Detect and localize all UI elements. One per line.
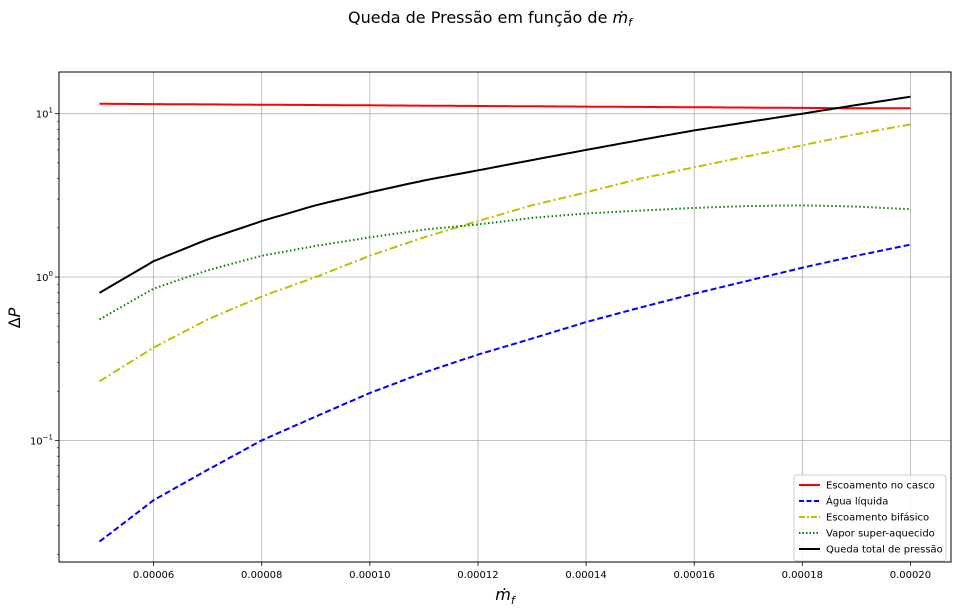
legend-label: Vapor super-aquecido: [826, 529, 935, 540]
legend-label: Queda total de pressão: [826, 545, 943, 556]
x-tick-label: 0.00010: [349, 570, 390, 581]
plot-frame: [58, 71, 952, 563]
y-tick-label: 100: [36, 270, 53, 284]
series-lines: [98, 95, 911, 543]
x-tick-label: 0.00006: [133, 570, 174, 581]
title-math: ṁ: [613, 8, 629, 27]
y-tick-label: 10−1: [30, 433, 53, 447]
series-line-1: [98, 243, 911, 543]
x-tick-label: 0.00014: [565, 570, 606, 581]
x-tick-label: 0.00020: [890, 570, 931, 581]
x-tick-label: 0.00016: [674, 570, 715, 581]
x-tick-label: 0.00012: [457, 570, 498, 581]
y-tick-label: 101: [36, 107, 53, 121]
x-tick-label: 0.00018: [782, 570, 823, 581]
chart-title: Queda de Pressão em função de ṁf: [348, 8, 634, 29]
legend: Escoamento no casco Água líquida Escoament…: [793, 474, 947, 562]
legend-label: Escoamento bifásico: [826, 512, 929, 524]
legend-box: [793, 474, 947, 562]
x-axis-label: ṁf: [495, 585, 517, 607]
series-line-0: [99, 102, 911, 110]
title-math-sub: f: [628, 16, 634, 29]
legend-label: Água líquida: [826, 495, 888, 508]
y-axis-label: ΔP: [5, 307, 24, 328]
legend-label: Escoamento no casco: [826, 481, 935, 492]
series-line-3: [99, 204, 911, 321]
x-tick-label: 0.00008: [241, 570, 282, 581]
series-line-4: [98, 95, 911, 294]
y-axis-ticks: 10−1 100 101: [30, 107, 59, 555]
x-axis-ticks: 0.00006 0.00008 0.00010 0.00012 0.00014 0.000…: [133, 562, 931, 581]
